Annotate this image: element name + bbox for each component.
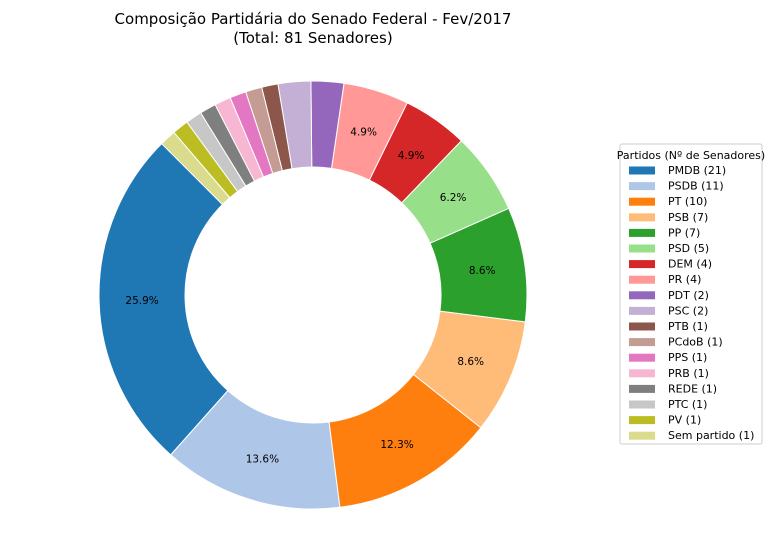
legend-label-pdt: PDT (2): [668, 289, 709, 302]
legend-swatch-pt: [629, 197, 655, 206]
percentage-labels: 25.9% 13.6% 12.3% 8.6% 8.6% 6.2% 4.9% 4.9%: [125, 127, 495, 466]
legend-swatch-pv: [629, 416, 655, 425]
slice-sem-partido: [160, 131, 231, 206]
legend-label-ptb: PTB (1): [668, 320, 708, 333]
legend-label-sem-partido: Sem partido (1): [668, 429, 754, 442]
pct-label-pp: 8.6%: [469, 265, 496, 277]
legend-swatch-psc: [629, 306, 655, 315]
legend-label-psc: PSC (2): [668, 304, 708, 317]
legend-label-pcdob: PCdoB (1): [668, 336, 723, 349]
legend-label-prb: PRB (1): [668, 367, 709, 380]
legend-title: Partidos (Nº de Senadores): [617, 149, 765, 162]
legend-swatch-psdb: [629, 182, 655, 191]
legend-label-pps: PPS (1): [668, 351, 707, 364]
legend-swatch-pmdb: [629, 166, 655, 175]
legend: Partidos (Nº de Senadores) PMDB (21) PSDB…: [617, 143, 765, 445]
legend-label-pv: PV (1): [668, 414, 701, 427]
pct-label-psb: 8.6%: [457, 356, 484, 368]
pct-label-psd: 6.2%: [440, 192, 467, 204]
legend-label-ptc: PTC (1): [668, 398, 707, 411]
legend-swatch-ptc: [629, 400, 655, 409]
legend-swatch-prb: [629, 369, 655, 378]
legend-swatch-psd: [629, 244, 655, 253]
legend-label-rede: REDE (1): [668, 382, 717, 395]
slice-pmdb: [98, 142, 229, 456]
legend-swatch-pps: [629, 353, 655, 362]
legend-swatch-pp: [629, 228, 655, 237]
legend-swatch-psb: [629, 213, 655, 222]
chart-subtitle: (Total: 81 Senadores): [233, 29, 392, 47]
legend-items: PMDB (21) PSDB (11) PT (10) PSB (7) PP (7) PS…: [629, 164, 754, 442]
legend-swatch-dem: [629, 260, 655, 269]
legend-label-dem: DEM (4): [668, 258, 712, 271]
legend-swatch-pr: [629, 275, 655, 284]
legend-label-pp: PP (7): [668, 226, 700, 239]
pct-label-pmdb: 25.9%: [125, 295, 158, 307]
legend-label-pmdb: PMDB (21): [668, 164, 726, 177]
legend-swatch-pcdob: [629, 338, 655, 347]
legend-swatch-ptb: [629, 322, 655, 331]
legend-swatch-sem-partido: [629, 431, 655, 440]
legend-swatch-rede: [629, 384, 655, 393]
legend-label-pt: PT (10): [668, 195, 707, 208]
chart-title: Composição Partidária do Senado Federal …: [115, 10, 512, 28]
pct-label-psdb: 13.6%: [246, 453, 279, 465]
legend-label-psdb: PSDB (11): [668, 180, 724, 193]
legend-frame: [619, 143, 763, 445]
legend-label-psd: PSD (5): [668, 242, 709, 255]
pct-label-pr: 4.9%: [350, 127, 377, 139]
pct-label-dem: 4.9%: [398, 150, 425, 162]
legend-label-psb: PSB (7): [668, 211, 708, 224]
legend-label-pr: PR (4): [668, 273, 701, 286]
pct-label-pt: 12.3%: [380, 439, 413, 451]
legend-swatch-pdt: [629, 291, 655, 300]
donut-slices: [98, 80, 528, 510]
